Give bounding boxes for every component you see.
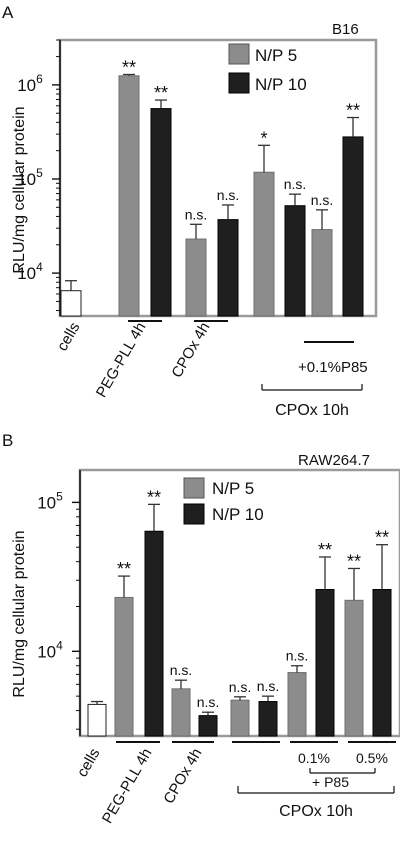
bar bbox=[144, 530, 164, 737]
bar bbox=[198, 715, 218, 737]
bar bbox=[342, 136, 364, 317]
panel-b: B RAW264.7 RLU/mg cellular protein N/P 5… bbox=[2, 431, 400, 826]
bar bbox=[114, 596, 134, 737]
bar bbox=[87, 703, 107, 737]
y-tick-label: 105 bbox=[17, 166, 43, 189]
bar bbox=[315, 589, 335, 737]
legend-label-np10: N/P 10 bbox=[255, 75, 307, 94]
bar bbox=[171, 688, 191, 737]
bar bbox=[217, 219, 239, 317]
significance-label: n.s. bbox=[185, 206, 208, 222]
x-label-cpox-4h-b: CPOx 4h bbox=[160, 746, 205, 807]
significance-label: * bbox=[260, 128, 267, 148]
significance-label: n.s. bbox=[170, 662, 193, 678]
bar bbox=[60, 290, 82, 317]
bar bbox=[150, 108, 172, 317]
bar bbox=[258, 701, 278, 737]
significance-label: ** bbox=[375, 528, 389, 548]
bar bbox=[185, 238, 207, 317]
legend-swatch-np5-b bbox=[183, 477, 205, 499]
x-label-cpox-4h-a: CPOx 4h bbox=[168, 320, 213, 381]
legend-label-np5: N/P 5 bbox=[255, 46, 297, 65]
legend-label-np5-b: N/P 5 bbox=[212, 479, 254, 498]
sub-label-0-1-b: 0.1% bbox=[298, 750, 330, 766]
bar bbox=[344, 599, 364, 737]
legend-swatch-np10-b bbox=[183, 503, 205, 525]
y-tick-label: 104 bbox=[17, 260, 43, 283]
panel-a-label: A bbox=[2, 3, 14, 22]
group-label-cpox-10h-a: CPOx 10h bbox=[275, 402, 349, 419]
legend-label-np10-b: N/P 10 bbox=[212, 505, 264, 524]
panel-a: A B16 RLU/mg cellular protein N/P 5 N/P … bbox=[2, 3, 378, 419]
significance-label: n.s. bbox=[286, 648, 309, 664]
x-label-cells-a: cells bbox=[54, 320, 84, 354]
x-label-cells-b: cells bbox=[74, 746, 104, 780]
panel-b-cell-line: RAW264.7 bbox=[298, 452, 370, 469]
significance-label: ** bbox=[147, 487, 161, 507]
bar bbox=[284, 205, 306, 317]
significance-label: ** bbox=[122, 57, 136, 77]
bar bbox=[230, 699, 250, 737]
significance-label: ** bbox=[318, 540, 332, 560]
legend-swatch-np10 bbox=[228, 72, 250, 94]
bar bbox=[311, 229, 333, 317]
panel-a-cell-line: B16 bbox=[332, 21, 359, 38]
panel-a-y-axis-label: RLU/mg cellular protein bbox=[11, 106, 28, 273]
bar bbox=[372, 589, 392, 737]
bar bbox=[253, 171, 275, 317]
significance-label: n.s. bbox=[311, 192, 334, 208]
sub-label-0-5-b: 0.5% bbox=[356, 750, 388, 766]
y-tick-label: 105 bbox=[37, 489, 63, 512]
panel-b-legend: N/P 5 N/P 10 bbox=[183, 477, 264, 525]
significance-label: n.s. bbox=[217, 187, 240, 203]
legend-swatch-np5 bbox=[228, 43, 250, 65]
panel-b-y-axis-label: RLU/mg cellular protein bbox=[11, 530, 28, 697]
bar bbox=[287, 672, 307, 737]
significance-label: n.s. bbox=[257, 678, 280, 694]
y-tick-label: 104 bbox=[37, 638, 63, 661]
bar bbox=[118, 75, 140, 317]
significance-label: ** bbox=[154, 83, 168, 103]
significance-label: n.s. bbox=[229, 679, 252, 695]
panel-b-label: B bbox=[2, 431, 13, 450]
sub-label-p85-a: +0.1%P85 bbox=[298, 359, 368, 376]
significance-label: ** bbox=[347, 551, 361, 571]
x-label-peg-pll-b: PEG-PLL 4h bbox=[99, 746, 156, 827]
x-label-peg-pll-a: PEG-PLL 4h bbox=[93, 320, 150, 401]
group-label-cpox-10h-b: CPOx 10h bbox=[279, 803, 353, 820]
significance-label: ** bbox=[346, 101, 360, 121]
significance-label: n.s. bbox=[284, 176, 307, 192]
panel-a-legend: N/P 5 N/P 10 bbox=[228, 43, 307, 94]
significance-label: n.s. bbox=[197, 694, 220, 710]
significance-label: ** bbox=[117, 559, 131, 579]
sub-label-p85-b: + P85 bbox=[312, 774, 349, 790]
y-tick-label: 106 bbox=[17, 72, 43, 95]
